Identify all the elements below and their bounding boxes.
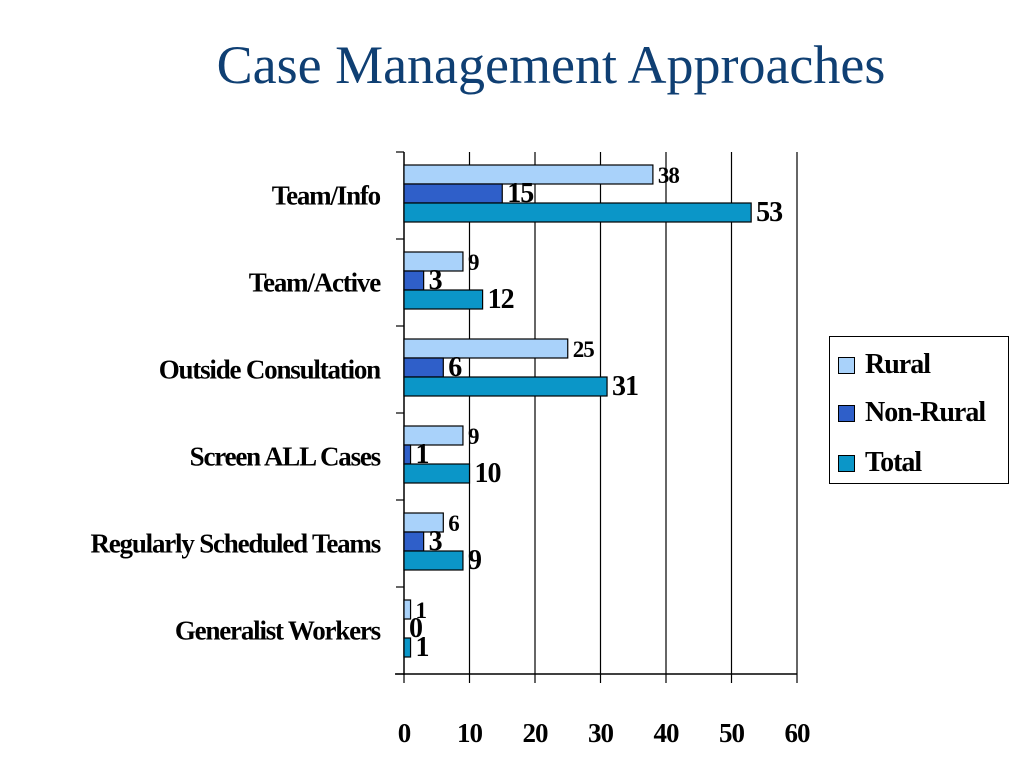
bar-non-rural-team-active [403,270,425,291]
bar-total-screen-all-cases [403,463,471,484]
bar-rural-team-info [403,164,654,185]
data-label-rural-screen-all-cases: 9 [468,424,479,449]
x-tick-label-30: 30 [588,718,614,748]
legend-item-non-rural: Non-Rural [838,397,986,429]
data-label-rural-team-active: 9 [468,250,479,275]
legend-label-rural: Rural [865,349,931,380]
legend-swatch-non-rural [838,404,855,422]
legend: Rural Non-Rural Total [829,336,1009,484]
data-label-non-rural-team-info: 15 [507,178,533,209]
data-label-non-rural-outside-consultation: 6 [448,352,462,383]
bar-rural-screen-all-cases [403,425,464,446]
category-labels: Team/Info Team/Active Outside Consultation… [90,181,382,646]
data-label-total-regularly-scheduled-teams: 9 [468,545,481,576]
legend-swatch-rural [838,356,855,374]
data-label-non-rural-team-active: 3 [429,265,443,296]
data-label-non-rural-regularly-scheduled-teams: 3 [429,526,443,557]
bar-rural-outside-consultation [403,338,569,359]
bar-rural-team-active [403,251,464,272]
category-label-team-info: Team/Info [272,181,381,211]
data-label-rural-generalist-workers: 1 [416,598,427,623]
bar-total-outside-consultation [403,376,608,397]
x-tick-label-50: 50 [719,718,745,748]
category-label-outside-consultation: Outside Consultation [159,355,381,385]
page-title: Case Management Approaches [216,35,886,95]
bars [403,164,752,658]
data-label-total-team-info: 53 [756,197,783,228]
legend-item-total: Total [838,447,922,479]
bar-non-rural-outside-consultation [403,357,444,378]
data-label-rural-regularly-scheduled-teams: 6 [448,511,459,536]
data-label-rural-outside-consultation: 25 [573,337,595,362]
legend-swatch-total [838,454,855,472]
bar-rural-generalist-workers [403,599,412,620]
gridlines [468,152,798,674]
legend-label-non-rural: Non-Rural [865,397,986,428]
category-label-screen-all-cases: Screen ALL Cases [190,442,381,472]
bar-total-team-info [403,202,752,223]
data-label-rural-team-info: 38 [658,163,680,188]
bar-total-generalist-workers [403,637,412,658]
legend-label-total: Total [865,447,922,478]
bar-non-rural-regularly-scheduled-teams [403,531,425,552]
data-label-total-screen-all-cases: 10 [475,458,501,489]
category-label-regularly-scheduled-teams: Regularly Scheduled Teams [90,529,380,559]
x-tick-label-0: 0 [398,718,411,748]
x-tick-labels: 0 10 20 30 40 50 60 [398,718,811,748]
axes [395,151,798,683]
category-label-generalist-workers: Generalist Workers [175,616,381,646]
x-tick-label-40: 40 [654,718,680,748]
bar-non-rural-screen-all-cases [403,444,412,465]
category-label-team-active: Team/Active [249,268,381,298]
bar-total-regularly-scheduled-teams [403,550,464,571]
data-label-non-rural-generalist-workers: 0 [409,613,422,644]
legend-item-rural: Rural [838,349,931,381]
bar-non-rural-team-info [403,183,503,204]
data-label-non-rural-screen-all-cases: 1 [416,439,429,470]
bar-total-team-active [403,289,484,310]
data-label-total-generalist-workers: 1 [416,632,429,663]
x-tick-label-10: 10 [457,718,483,748]
x-tick-label-20: 20 [523,718,549,748]
data-label-total-team-active: 12 [488,284,514,315]
data-label-total-outside-consultation: 31 [612,371,638,402]
x-tick-label-60: 60 [785,718,811,748]
